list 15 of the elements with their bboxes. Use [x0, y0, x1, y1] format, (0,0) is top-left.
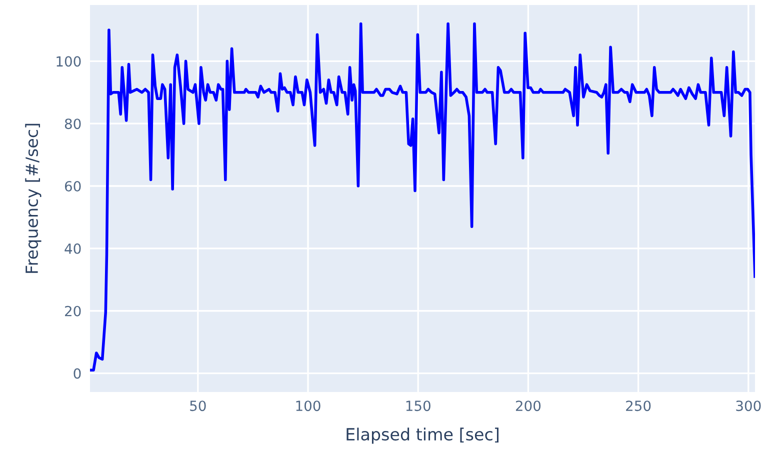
x-axis-title: Elapsed time [sec]: [346, 428, 498, 444]
x-tick-label: 100: [296, 400, 320, 412]
x-tick-label: 200: [516, 400, 541, 412]
y-tick-label: 100: [56, 56, 81, 67]
y-tick-label: 20: [65, 306, 81, 316]
y-tick-label: 60: [64, 180, 81, 192]
y-tick-label: 0: [74, 368, 81, 379]
line-series: [90, 22, 755, 372]
x-tick-label: 300: [736, 400, 761, 412]
x-tick-label: 250: [626, 400, 651, 412]
x-tick-label: 150: [406, 400, 430, 412]
y-tick-label: 80: [64, 118, 81, 130]
y-axis-title: Frequency [#/sec]: [25, 124, 42, 273]
y-tick-label: 40: [64, 243, 81, 254]
x-tick-label: 50: [190, 400, 206, 412]
